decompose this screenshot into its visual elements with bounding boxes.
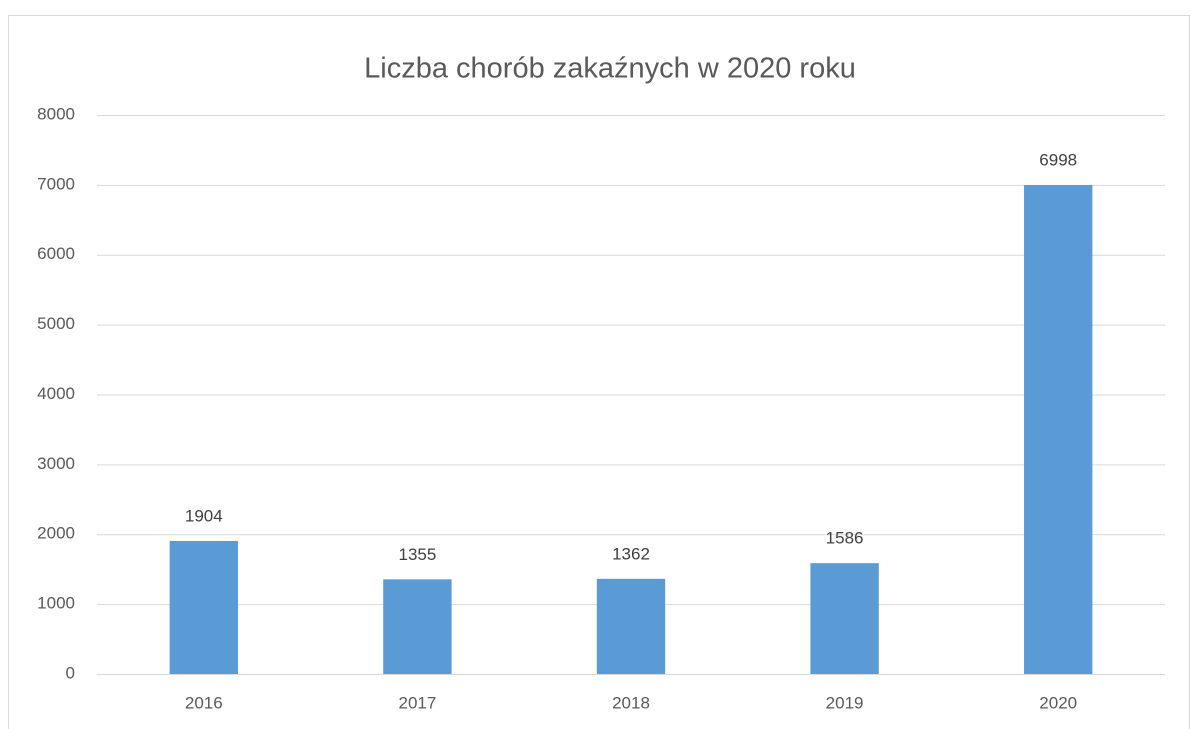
y-tick-label: 4000 xyxy=(37,384,75,403)
x-tick-label: 2017 xyxy=(398,693,436,712)
y-tick-label: 1000 xyxy=(37,594,75,613)
y-tick-label: 0 xyxy=(66,663,75,682)
y-tick-label: 7000 xyxy=(37,174,75,193)
data-label: 1355 xyxy=(398,545,436,564)
y-tick-label: 6000 xyxy=(37,244,75,263)
data-label: 1586 xyxy=(826,529,864,548)
bar xyxy=(1024,185,1093,674)
bar xyxy=(169,540,238,674)
x-tick-label: 2020 xyxy=(1039,693,1077,712)
data-label: 1904 xyxy=(185,506,223,525)
x-tick-label: 2019 xyxy=(826,693,864,712)
y-tick-label: 3000 xyxy=(37,454,75,473)
x-tick-label: 2018 xyxy=(612,693,650,712)
data-label: 1362 xyxy=(612,544,650,563)
y-tick-label: 8000 xyxy=(37,104,75,123)
chart-title: Liczba chorób zakaźnych w 2020 roku xyxy=(364,53,856,85)
data-label: 6998 xyxy=(1039,150,1077,169)
x-tick-label: 2016 xyxy=(185,693,223,712)
y-tick-label: 5000 xyxy=(37,314,75,333)
bar xyxy=(383,579,452,674)
y-tick-label: 2000 xyxy=(37,524,75,543)
bar xyxy=(596,578,666,674)
bar xyxy=(810,563,879,674)
